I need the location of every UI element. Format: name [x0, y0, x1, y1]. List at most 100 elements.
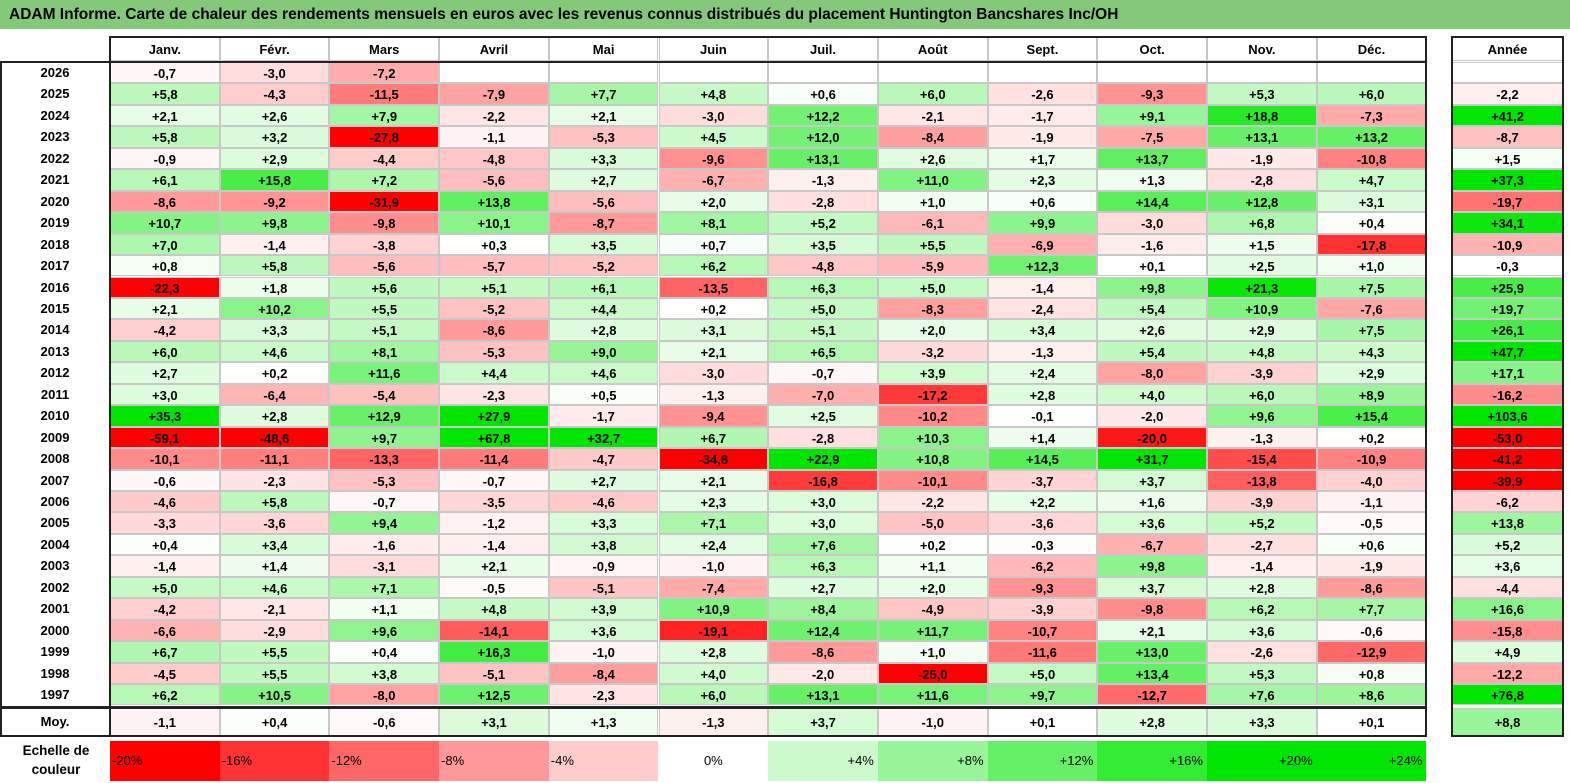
color-scale-swatch: -20% — [110, 741, 220, 781]
heatmap-cell: -8,6 — [768, 641, 878, 663]
heatmap-cell: -5,2 — [548, 255, 659, 277]
heatmap-cell: -8,3 — [877, 297, 988, 320]
heatmap-cell: -1,4 — [439, 533, 549, 556]
heatmap-cell: -7,3 — [1316, 104, 1427, 127]
heatmap-cell: -8,6 — [439, 319, 549, 341]
heatmap-cell: -22,3 — [110, 276, 220, 298]
row-year-label: 2020 — [40, 193, 70, 209]
heatmap-cell: +0,5 — [548, 383, 659, 406]
heatmap-cell: +12,3 — [987, 255, 1098, 277]
heatmap-cell: -1,4 — [987, 276, 1098, 298]
heatmap-cell: -0,7 — [439, 469, 549, 491]
heatmap-cell: +1,7 — [987, 147, 1098, 170]
heatmap-cell: +4,5 — [658, 126, 769, 148]
heatmap-cell: -6,6 — [110, 619, 220, 642]
heatmap-cell: +9,0 — [548, 340, 659, 363]
annual-cell: +37,3 — [1452, 169, 1563, 191]
heatmap-cell: +10,9 — [658, 598, 769, 620]
heatmap-cell: +6,7 — [110, 641, 220, 663]
heatmap-cell: +2,6 — [1097, 319, 1207, 341]
heatmap-cell: -2,6 — [1207, 641, 1317, 663]
heatmap-cell — [1316, 62, 1427, 84]
heatmap-cell: +5,8 — [110, 83, 220, 105]
heatmap-cell: +9,8 — [1097, 276, 1207, 298]
column-header: Mai — [548, 37, 659, 61]
heatmap-cell: +2,9 — [1316, 362, 1427, 384]
heatmap-cell: +13,7 — [1097, 147, 1207, 170]
heatmap-cell: +5,8 — [219, 255, 330, 277]
heatmap-cell: -3,3 — [110, 512, 220, 534]
heatmap-cell: -2,9 — [219, 619, 330, 642]
heatmap-cell: +3,5 — [768, 233, 878, 256]
annual-cell: -4,4 — [1452, 576, 1563, 599]
heatmap-cell: -4,8 — [768, 255, 878, 277]
heatmap-cell: +10,1 — [439, 212, 549, 234]
annual-cell — [1452, 62, 1563, 84]
heatmap-cell: +5,2 — [768, 212, 878, 234]
heatmap-cell: -2,2 — [877, 491, 988, 513]
heatmap-cell: +3,6 — [1207, 619, 1317, 642]
heatmap-cell: +2,0 — [658, 190, 769, 213]
heatmap-cell: -1,1 — [439, 126, 549, 148]
heatmap-cell: +9,7 — [987, 684, 1098, 706]
heatmap-cell: -11,4 — [439, 448, 549, 470]
heatmap-cell: -1,7 — [987, 104, 1098, 127]
heatmap-cell: +3,0 — [768, 512, 878, 534]
heatmap-cell: +4,3 — [1316, 340, 1427, 363]
row-year-label: 2001 — [40, 601, 70, 617]
heatmap-cell: -2,8 — [768, 190, 878, 213]
heatmap-cell: -0,9 — [110, 147, 220, 170]
heatmap-cell: -0,5 — [1316, 512, 1427, 534]
heatmap-cell: +4,0 — [1097, 383, 1207, 406]
column-header: Mars — [329, 37, 440, 61]
heatmap-cell: +16,3 — [439, 641, 549, 663]
heatmap-cell: +3,7 — [1097, 576, 1207, 599]
heatmap-cell: +13,2 — [1316, 126, 1427, 148]
annual-cell: +3,6 — [1452, 555, 1563, 577]
heatmap-cell: -7,6 — [1316, 297, 1427, 320]
row-year-label: 2012 — [40, 365, 70, 381]
heatmap-cell: +8,1 — [329, 340, 440, 363]
heatmap-cell: +2,5 — [1207, 255, 1317, 277]
average-cell: +3,7 — [768, 707, 878, 736]
heatmap-cell: +2,1 — [1097, 619, 1207, 642]
heatmap-cell: +11,6 — [877, 684, 988, 706]
heatmap-cell: -8,0 — [1097, 362, 1207, 384]
heatmap-cell: -34,8 — [658, 448, 769, 470]
heatmap-cell: +0,6 — [768, 83, 878, 105]
heatmap-cell — [548, 62, 659, 84]
heatmap-cell: -11,1 — [219, 448, 330, 470]
heatmap-cell: -6,7 — [658, 169, 769, 191]
heatmap-cell: -2,0 — [1097, 405, 1207, 427]
heatmap-cell: -1,3 — [1207, 426, 1317, 449]
heatmap-cell: +35,3 — [110, 405, 220, 427]
heatmap-cell: +11,7 — [877, 619, 988, 642]
heatmap-cell: +2,1 — [110, 297, 220, 320]
heatmap-cell: +7,5 — [1316, 319, 1427, 341]
row-year-label: 2016 — [40, 279, 70, 295]
heatmap-cell: +3,4 — [987, 319, 1098, 341]
heatmap-cell: -7,9 — [439, 83, 549, 105]
heatmap-cell: -4,0 — [1316, 469, 1427, 491]
annual-cell: +47,7 — [1452, 340, 1563, 363]
average-cell: +2,8 — [1097, 707, 1207, 736]
rows-table-border — [0, 61, 1428, 708]
heatmap-cell: +31,7 — [1097, 448, 1207, 470]
heatmap-cell: +2,3 — [987, 169, 1098, 191]
column-header: Juil. — [768, 37, 878, 61]
row-year-label: 2022 — [40, 150, 70, 166]
heatmap-cell: +6,2 — [1207, 598, 1317, 620]
heatmap-cell: +15,4 — [1316, 405, 1427, 427]
heatmap-cell: +4,8 — [439, 598, 549, 620]
heatmap-cell: -5,4 — [329, 383, 440, 406]
annual-cell: +25,9 — [1452, 276, 1563, 298]
heatmap-cell: -10,7 — [987, 619, 1098, 642]
heatmap-cell: +2,0 — [877, 576, 988, 599]
heatmap-cell: +0,6 — [1316, 533, 1427, 556]
heatmap-cell: -7,2 — [329, 62, 440, 84]
average-cell: -1,1 — [110, 707, 220, 736]
heatmap-cell: +4,6 — [219, 340, 330, 363]
heatmap-cell: +2,8 — [548, 319, 659, 341]
column-header: Nov. — [1207, 37, 1317, 61]
heatmap-cell: -12,7 — [1097, 684, 1207, 706]
